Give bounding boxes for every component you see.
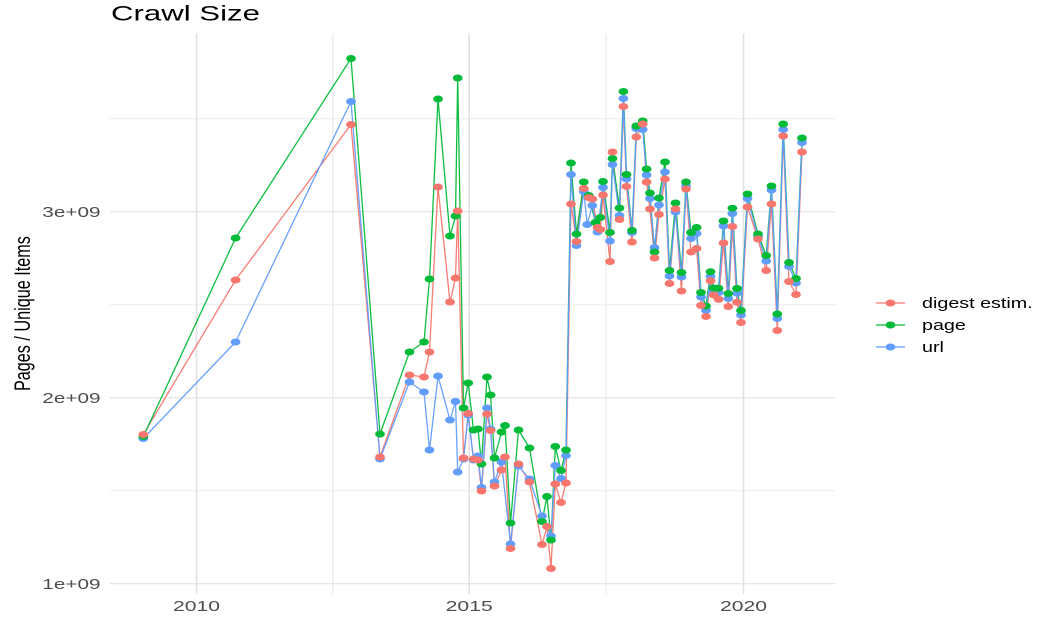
svg-text:url: url — [922, 339, 944, 356]
svg-text:1e+09: 1e+09 — [42, 576, 100, 592]
svg-text:2015: 2015 — [446, 599, 493, 615]
svg-text:digest estim.: digest estim. — [922, 295, 1033, 312]
svg-text:3e+09: 3e+09 — [42, 204, 100, 220]
svg-text:Crawl Size: Crawl Size — [111, 1, 260, 25]
svg-text:2010: 2010 — [173, 599, 220, 615]
svg-text:Pages / Unique Items: Pages / Unique Items — [11, 236, 36, 391]
svg-text:2020: 2020 — [720, 599, 767, 615]
svg-text:2e+09: 2e+09 — [42, 390, 100, 406]
svg-text:page: page — [922, 317, 966, 334]
